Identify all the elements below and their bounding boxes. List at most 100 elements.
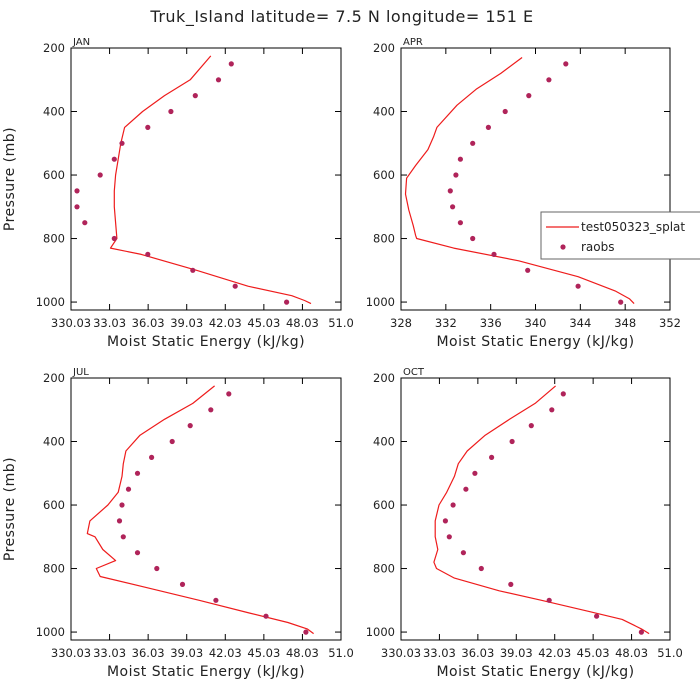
- legend-label: test050323_splat: [581, 220, 685, 234]
- x-tick-label: 48.03: [615, 646, 648, 660]
- raob-point: [446, 534, 452, 540]
- x-tick-label: 42.03: [209, 646, 242, 660]
- raob-point: [549, 407, 555, 413]
- raob-point: [546, 77, 552, 83]
- raob-point: [509, 438, 515, 445]
- x-tick-label: 36.03: [132, 646, 165, 660]
- raob-point: [457, 220, 463, 226]
- raob-point: [145, 251, 151, 257]
- raob-point: [145, 124, 151, 130]
- raob-point: [528, 423, 534, 429]
- raob-point: [111, 235, 117, 242]
- raob-point: [489, 454, 495, 460]
- raob-point: [575, 283, 581, 289]
- raob-point: [119, 502, 125, 508]
- x-tick-label: 51.0: [328, 646, 354, 660]
- y-tick-label: 600: [43, 498, 65, 512]
- y-tick-label: 1000: [366, 625, 395, 639]
- raob-point: [232, 283, 238, 289]
- raob-point: [546, 597, 552, 603]
- raob-point: [111, 156, 117, 162]
- x-tick-label: 336: [480, 316, 502, 330]
- x-tick-label: 39.03: [170, 316, 203, 330]
- raob-point: [442, 518, 448, 524]
- raob-point: [190, 267, 196, 273]
- raob-point: [74, 188, 80, 194]
- raob-point: [460, 550, 466, 556]
- raob-point: [208, 407, 214, 413]
- y-tick-label: 400: [43, 435, 65, 449]
- raob-point: [638, 629, 645, 635]
- raob-point: [169, 438, 175, 445]
- x-tick-label: 42.03: [538, 646, 571, 660]
- x-axis-label: Moist Static Energy (kJ/kg): [436, 664, 634, 680]
- x-tick-label: 332: [435, 316, 457, 330]
- x-axis-label: Moist Static Energy (kJ/kg): [107, 664, 305, 680]
- x-tick-label: 45.03: [577, 646, 610, 660]
- y-tick-label: 200: [373, 41, 395, 55]
- y-tick-label: 800: [373, 232, 395, 246]
- raob-point: [120, 534, 126, 540]
- x-tick-label: 330.03: [51, 316, 91, 330]
- y-tick-label: 600: [373, 168, 395, 182]
- panel-label: OCT: [403, 367, 425, 378]
- raob-point: [508, 581, 514, 588]
- x-tick-label: 352: [659, 316, 681, 330]
- y-tick-label: 800: [373, 562, 395, 576]
- y-tick-label: 800: [43, 562, 65, 576]
- x-tick-label: 33.03: [93, 316, 126, 330]
- raob-point: [213, 597, 219, 603]
- series-line-apr: [404, 57, 635, 305]
- y-tick-label: 1000: [36, 625, 65, 639]
- x-tick-label: 348: [614, 316, 636, 330]
- x-tick-label: 51.0: [328, 316, 354, 330]
- raob-point: [618, 299, 624, 305]
- y-axis-label: Pressure (mb): [2, 127, 18, 231]
- raob-point: [284, 299, 290, 305]
- x-tick-label: 330.03: [51, 646, 91, 660]
- raob-point: [116, 518, 123, 524]
- raob-point: [450, 204, 456, 210]
- x-tick-label: 33.03: [93, 646, 126, 660]
- x-tick-label: 39.03: [170, 646, 203, 660]
- raob-point: [125, 486, 132, 492]
- y-tick-label: 200: [373, 371, 395, 385]
- raob-point: [563, 61, 569, 67]
- raob-point: [560, 391, 566, 397]
- x-tick-label: 344: [569, 316, 591, 330]
- raob-point: [192, 93, 198, 99]
- x-tick-label: 330.03: [381, 646, 421, 660]
- raob-point: [82, 220, 88, 226]
- raob-point: [187, 423, 193, 429]
- legend-box: [540, 211, 700, 260]
- series-line-jul: [86, 385, 314, 635]
- raob-point: [179, 581, 186, 588]
- raob-point: [525, 267, 531, 273]
- raob-point: [226, 391, 232, 397]
- x-tick-label: 328: [390, 316, 412, 330]
- raob-point: [168, 108, 174, 115]
- x-tick-label: 39.03: [500, 646, 533, 660]
- y-axis-label: Pressure (mb): [2, 457, 18, 561]
- raob-point: [134, 470, 141, 476]
- raob-point: [526, 93, 532, 99]
- raob-point: [97, 172, 103, 178]
- raob-point: [485, 124, 491, 130]
- y-tick-label: 600: [43, 168, 65, 182]
- x-tick-label: 42.03: [209, 316, 242, 330]
- raob-point: [134, 550, 141, 556]
- raob-point: [491, 251, 497, 257]
- y-tick-label: 200: [43, 371, 65, 385]
- raob-point: [303, 629, 309, 635]
- chart-oct: OCT 330.03 33.03 36.03 39.03 42.03 45.03 48.03 5…: [366, 367, 683, 680]
- chart-jan: JAN 330.03 33.03 36.03 39.03 42.03 45.03 48.03 5…: [2, 37, 354, 350]
- raob-point: [447, 188, 453, 194]
- y-tick-label: 800: [43, 232, 65, 246]
- x-tick-label: 340: [525, 316, 547, 330]
- y-tick-label: 400: [43, 105, 65, 119]
- x-tick-label: 48.03: [286, 646, 319, 660]
- plot-frame: [70, 47, 342, 311]
- x-tick-label: 45.03: [247, 646, 280, 660]
